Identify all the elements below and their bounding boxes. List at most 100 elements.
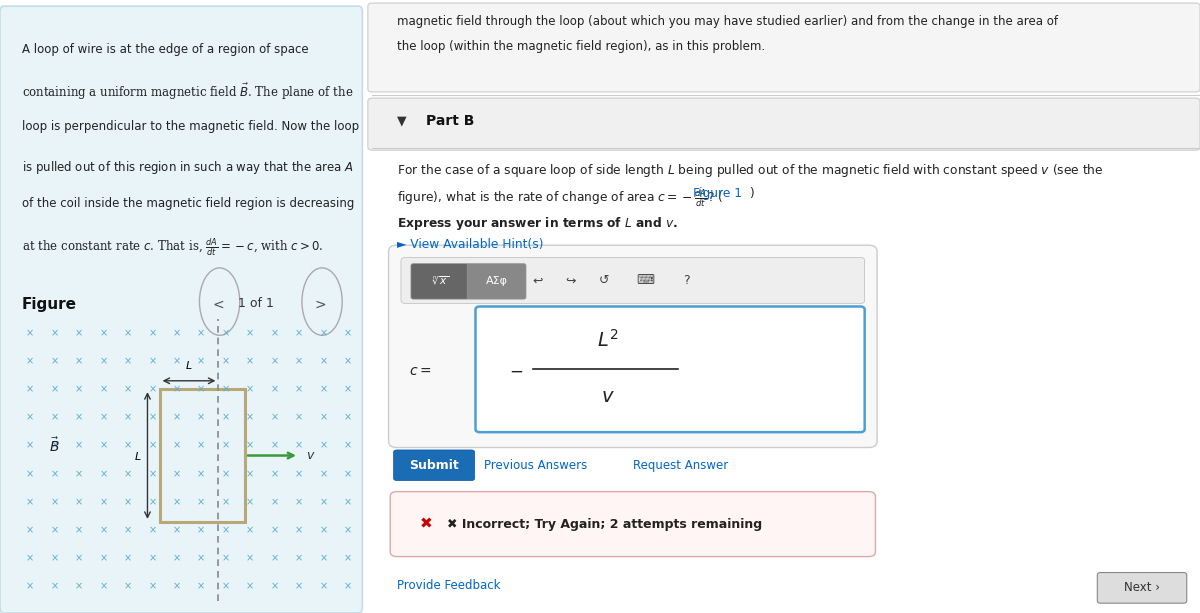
Text: ×: ×: [26, 328, 35, 338]
Text: ×: ×: [295, 582, 302, 592]
Text: Part B: Part B: [426, 114, 474, 128]
Text: ×: ×: [197, 497, 205, 507]
Text: ×: ×: [295, 469, 302, 479]
Text: ↩: ↩: [533, 274, 542, 287]
Text: ×: ×: [173, 497, 181, 507]
Text: ×: ×: [295, 356, 302, 366]
Text: ×: ×: [197, 525, 205, 535]
Text: ×: ×: [197, 328, 205, 338]
Text: ×: ×: [50, 497, 59, 507]
Text: ×: ×: [50, 582, 59, 592]
Text: figure), what is the rate of change of area $c = -\frac{dA}{dt}$? (: figure), what is the rate of change of a…: [397, 187, 724, 209]
Text: ×: ×: [319, 525, 328, 535]
Text: ×: ×: [173, 469, 181, 479]
Text: ×: ×: [26, 384, 35, 394]
FancyBboxPatch shape: [410, 264, 469, 299]
Text: ×: ×: [124, 413, 132, 422]
Text: ×: ×: [343, 356, 352, 366]
Text: ×: ×: [149, 525, 156, 535]
Text: $v$: $v$: [306, 449, 316, 462]
Text: ×: ×: [222, 441, 229, 451]
Text: ×: ×: [76, 525, 83, 535]
Text: ×: ×: [246, 582, 254, 592]
FancyBboxPatch shape: [467, 264, 526, 299]
Text: ×: ×: [295, 497, 302, 507]
Text: ×: ×: [50, 469, 59, 479]
Text: ×: ×: [76, 328, 83, 338]
Text: ×: ×: [173, 441, 181, 451]
Text: ×: ×: [246, 497, 254, 507]
Text: ×: ×: [50, 413, 59, 422]
Text: ×: ×: [343, 384, 352, 394]
Text: ×: ×: [149, 356, 156, 366]
Text: ×: ×: [100, 469, 108, 479]
Text: ×: ×: [270, 356, 278, 366]
Text: ×: ×: [76, 497, 83, 507]
Text: ×: ×: [173, 413, 181, 422]
Text: ×: ×: [319, 497, 328, 507]
Text: >: >: [314, 297, 326, 311]
Text: ×: ×: [26, 441, 35, 451]
Text: ×: ×: [173, 384, 181, 394]
Text: at the constant rate $c$. That is, $\frac{dA}{dt} = -c$, with $c > 0$.: at the constant rate $c$. That is, $\fra…: [22, 236, 324, 257]
Text: ×: ×: [100, 554, 108, 563]
Text: ×: ×: [26, 413, 35, 422]
Text: ×: ×: [222, 469, 229, 479]
Text: A loop of wire is at the edge of a region of space: A loop of wire is at the edge of a regio…: [22, 43, 308, 56]
Text: 1 of 1: 1 of 1: [238, 297, 274, 310]
Text: ×: ×: [50, 525, 59, 535]
Text: ×: ×: [26, 356, 35, 366]
Text: ×: ×: [222, 582, 229, 592]
Text: ×: ×: [76, 469, 83, 479]
Text: ×: ×: [222, 413, 229, 422]
Text: of the coil inside the magnetic field region is decreasing: of the coil inside the magnetic field re…: [22, 197, 354, 210]
Text: ×: ×: [26, 469, 35, 479]
Text: ×: ×: [295, 384, 302, 394]
Text: ×: ×: [319, 413, 328, 422]
Text: ×: ×: [100, 525, 108, 535]
Text: ×: ×: [246, 441, 254, 451]
Text: For the case of a square loop of side length $L$ being pulled out of the magneti: For the case of a square loop of side le…: [397, 162, 1104, 180]
Text: ×: ×: [149, 441, 156, 451]
Text: Submit: Submit: [409, 459, 458, 472]
Text: ×: ×: [270, 497, 278, 507]
Text: ► View Available Hint(s): ► View Available Hint(s): [397, 238, 544, 251]
Text: ×: ×: [149, 582, 156, 592]
Text: ×: ×: [319, 441, 328, 451]
Text: ×: ×: [124, 497, 132, 507]
Text: ×: ×: [319, 469, 328, 479]
Text: ×: ×: [270, 469, 278, 479]
Text: Express your answer in terms of $L$ and $v$.: Express your answer in terms of $L$ and …: [397, 215, 678, 232]
Text: ×: ×: [26, 582, 35, 592]
Text: ?: ?: [683, 274, 690, 287]
Text: ✖ Incorrect; Try Again; 2 attempts remaining: ✖ Incorrect; Try Again; 2 attempts remai…: [446, 517, 762, 531]
Text: loop is perpendicular to the magnetic field. Now the loop: loop is perpendicular to the magnetic fi…: [22, 120, 359, 133]
Text: Figure: Figure: [22, 297, 77, 312]
Text: Figure 1: Figure 1: [694, 187, 743, 200]
FancyBboxPatch shape: [390, 492, 876, 557]
Text: ×: ×: [246, 328, 254, 338]
Text: ×: ×: [246, 384, 254, 394]
Text: ΑΣφ: ΑΣφ: [486, 276, 508, 286]
Text: ×: ×: [197, 582, 205, 592]
Text: ×: ×: [100, 441, 108, 451]
Text: ×: ×: [246, 356, 254, 366]
Text: ×: ×: [270, 441, 278, 451]
Text: ×: ×: [173, 525, 181, 535]
Text: ×: ×: [50, 328, 59, 338]
Text: ×: ×: [343, 497, 352, 507]
Text: ▼: ▼: [397, 114, 407, 128]
Text: ×: ×: [295, 525, 302, 535]
Text: ×: ×: [246, 525, 254, 535]
Text: ×: ×: [343, 525, 352, 535]
Text: ×: ×: [222, 384, 229, 394]
FancyBboxPatch shape: [401, 257, 865, 303]
Text: ×: ×: [26, 525, 35, 535]
Text: ×: ×: [173, 328, 181, 338]
Text: ×: ×: [76, 384, 83, 394]
Text: ×: ×: [100, 384, 108, 394]
Text: ×: ×: [343, 469, 352, 479]
Text: ×: ×: [124, 441, 132, 451]
Text: ×: ×: [270, 554, 278, 563]
Text: ×: ×: [270, 413, 278, 422]
